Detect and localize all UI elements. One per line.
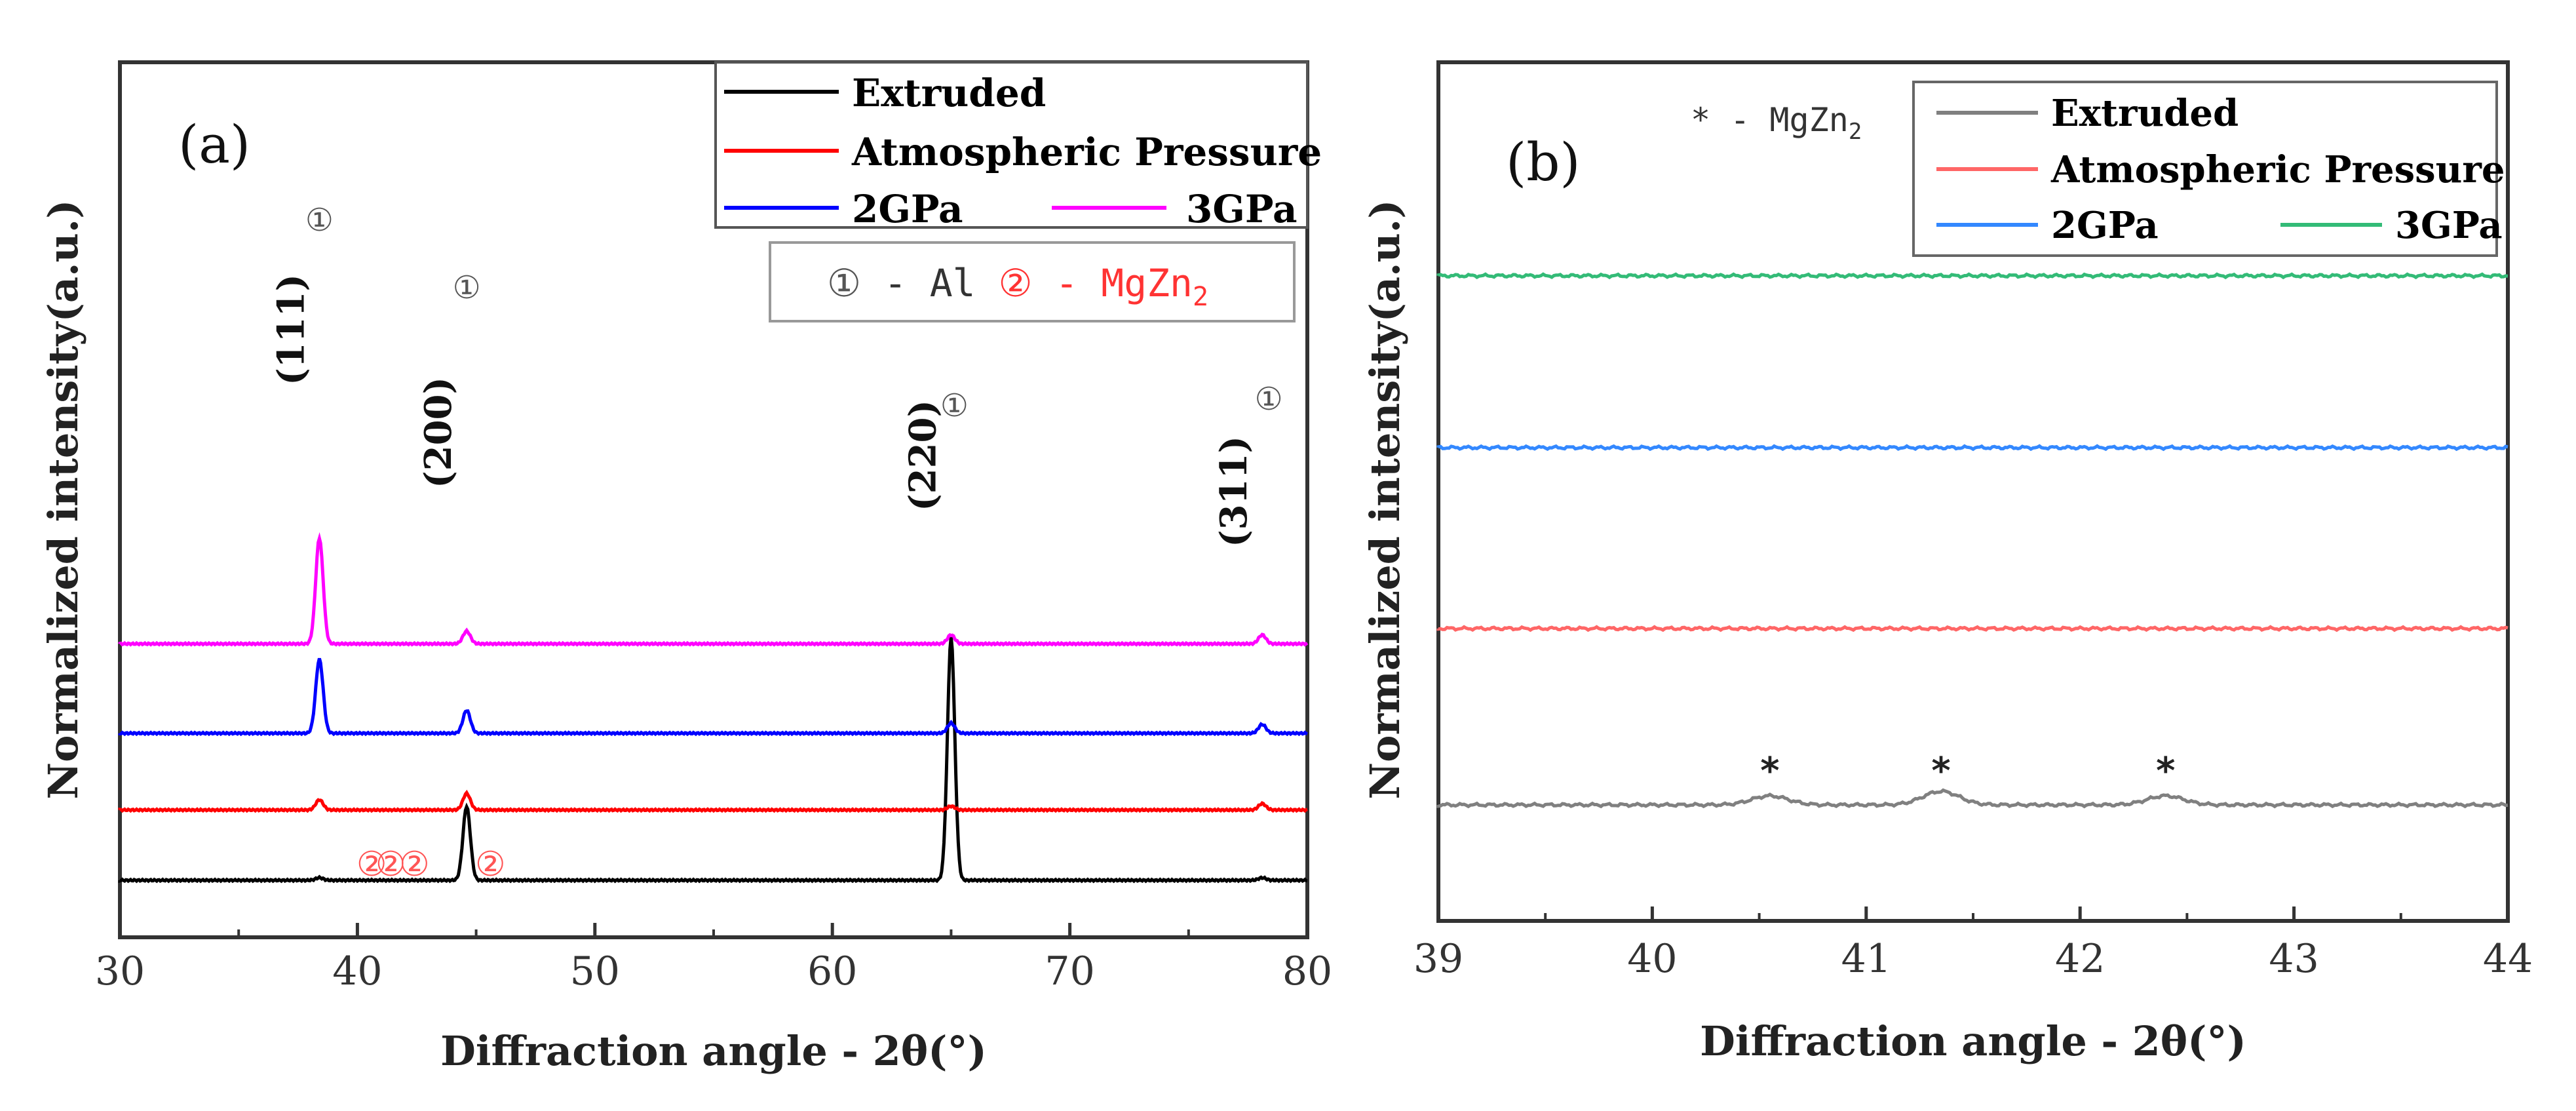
y-axis-label-a: Normalized intensity(a.u.): [39, 199, 87, 799]
annotations-b: * * *: [1760, 750, 2175, 792]
mgzn2-phase-marker: ②: [356, 845, 387, 884]
al-text: - Al: [861, 261, 999, 305]
x-axis-label-a: Diffraction angle - 2θ(°): [440, 1027, 987, 1075]
legend-label-2gpa-b: 2GPa: [2051, 204, 2159, 247]
mgzn2-star-marker: *: [1931, 750, 1950, 792]
series-line-3gpa: [1436, 272, 2509, 280]
series-line-extruded: [118, 636, 1308, 884]
x-tick-label: 60: [807, 948, 857, 994]
legend-label-3gpa-b: 3GPa: [2395, 204, 2503, 247]
legend-label-2gpa-a: 2GPa: [852, 187, 963, 231]
series-line-2gpa: [118, 657, 1309, 737]
mgzn2-star-marker: *: [2156, 750, 2175, 792]
peak-index-label: (220): [901, 400, 944, 511]
star-key-sub: 2: [1849, 119, 1862, 145]
x-tick-label: 40: [1627, 936, 1677, 982]
star-key: * - MgZn2: [1691, 101, 1862, 145]
peak-index-label: (311): [1212, 436, 1256, 547]
x-tick-label: 50: [570, 948, 620, 994]
x-tick-label: 43: [2269, 936, 2318, 982]
series-group-b: [1436, 272, 2509, 809]
x-tick-label: 39: [1413, 936, 1463, 982]
peak-index-label: (111): [269, 274, 313, 385]
peak-index-label: (200): [417, 377, 460, 488]
legend-a: Extruded Atmospheric Pressure 2GPa 3GPa: [714, 61, 1322, 231]
legend-label-extruded-a: Extruded: [852, 71, 1046, 115]
mgzn2-phase-marker: ②: [375, 845, 406, 884]
panel-label-a: (a): [178, 114, 250, 175]
series-line-extruded: [1436, 788, 2509, 809]
mgzn2-star-marker: *: [1760, 750, 1779, 792]
legend-label-atm-b: Atmospheric Pressure: [2050, 148, 2505, 191]
x-ticks-a: 30 40 50 60 70 80: [95, 923, 1332, 994]
phase-key-box: [769, 241, 1296, 322]
x-tick-label: 44: [2483, 936, 2533, 982]
x-tick-label: 80: [1282, 948, 1332, 994]
x-tick-label: 70: [1045, 948, 1094, 994]
chart-panel-b: 39 40 41 42 43 44 * * * (b) * - MgZn2 Extruded …: [1361, 60, 2533, 1065]
chart-panel-a: 30 40 50 60 70 80 (111)(200) (220) (311)①①① ①②②②…: [39, 60, 1332, 1075]
mgzn2-symbol: ②: [999, 261, 1033, 305]
star-key-text: - MgZn: [1710, 101, 1849, 139]
legend-label-extruded-b: Extruded: [2051, 92, 2239, 135]
series-line-atmospheric-pressure: [1436, 625, 2509, 633]
mgzn2-phase-marker: ②: [475, 845, 506, 884]
series-line-2gpa: [1436, 444, 2509, 452]
x-tick-label: 41: [1841, 936, 1891, 982]
series-line-atmospheric-pressure: [118, 789, 1308, 813]
al-phase-marker: ①: [305, 202, 334, 239]
star-symbol: *: [1691, 101, 1710, 139]
al-phase-marker: ①: [940, 387, 969, 424]
x-tick-label: 42: [2055, 936, 2105, 982]
y-axis-label-b: Normalized intensity(a.u.): [1361, 199, 1409, 799]
legend-label-atm-a: Atmospheric Pressure: [851, 130, 1322, 174]
panel-label-b: (b): [1506, 132, 1581, 193]
al-symbol: ①: [827, 261, 861, 305]
legend-b: Extruded Atmospheric Pressure 2GPa 3GPa: [1912, 81, 2505, 257]
mgzn2-sub: 2: [1193, 282, 1208, 312]
phase-key: ① - Al ② - MgZn2: [769, 241, 1296, 322]
series-group-a: [118, 532, 1309, 884]
x-tick-label: 30: [95, 948, 145, 994]
mgzn2-text: - MgZn: [1033, 261, 1193, 305]
mgzn2-phase-marker: ②: [399, 845, 430, 884]
phase-key-text: ① - Al ② - MgZn2: [827, 261, 1208, 312]
al-phase-marker: ①: [453, 269, 481, 306]
x-axis-label-b: Diffraction angle - 2θ(°): [1700, 1017, 2246, 1065]
x-tick-label: 40: [332, 948, 382, 994]
series-line-3gpa: [118, 532, 1309, 647]
al-phase-marker: ①: [1255, 381, 1283, 418]
x-ticks-b: 39 40 41 42 43 44: [1413, 906, 2533, 982]
legend-label-3gpa-a: 3GPa: [1186, 187, 1298, 231]
